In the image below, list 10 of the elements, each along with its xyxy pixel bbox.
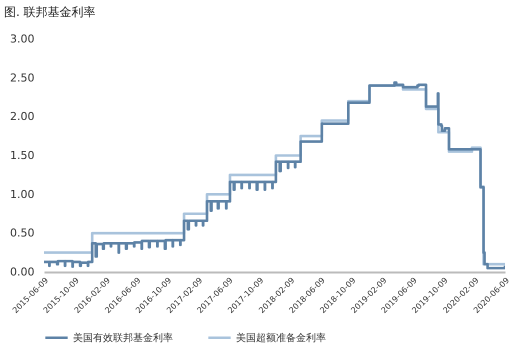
chart-title: 图. 联邦基金利率: [4, 5, 96, 19]
y-tick-label: 2.50: [10, 71, 34, 84]
y-tick-label: 1.00: [10, 188, 34, 201]
y-tick-label: 0.50: [10, 226, 34, 240]
y-tick-label: 1.50: [10, 149, 34, 162]
legend-label: 美国有效联邦基金利率: [73, 332, 173, 344]
legend-label: 美国超额准备金利率: [236, 332, 326, 344]
y-tick-label: 3.00: [10, 32, 34, 46]
y-tick-label: 0.00: [10, 266, 34, 278]
y-tick-label: 2.00: [10, 110, 34, 124]
